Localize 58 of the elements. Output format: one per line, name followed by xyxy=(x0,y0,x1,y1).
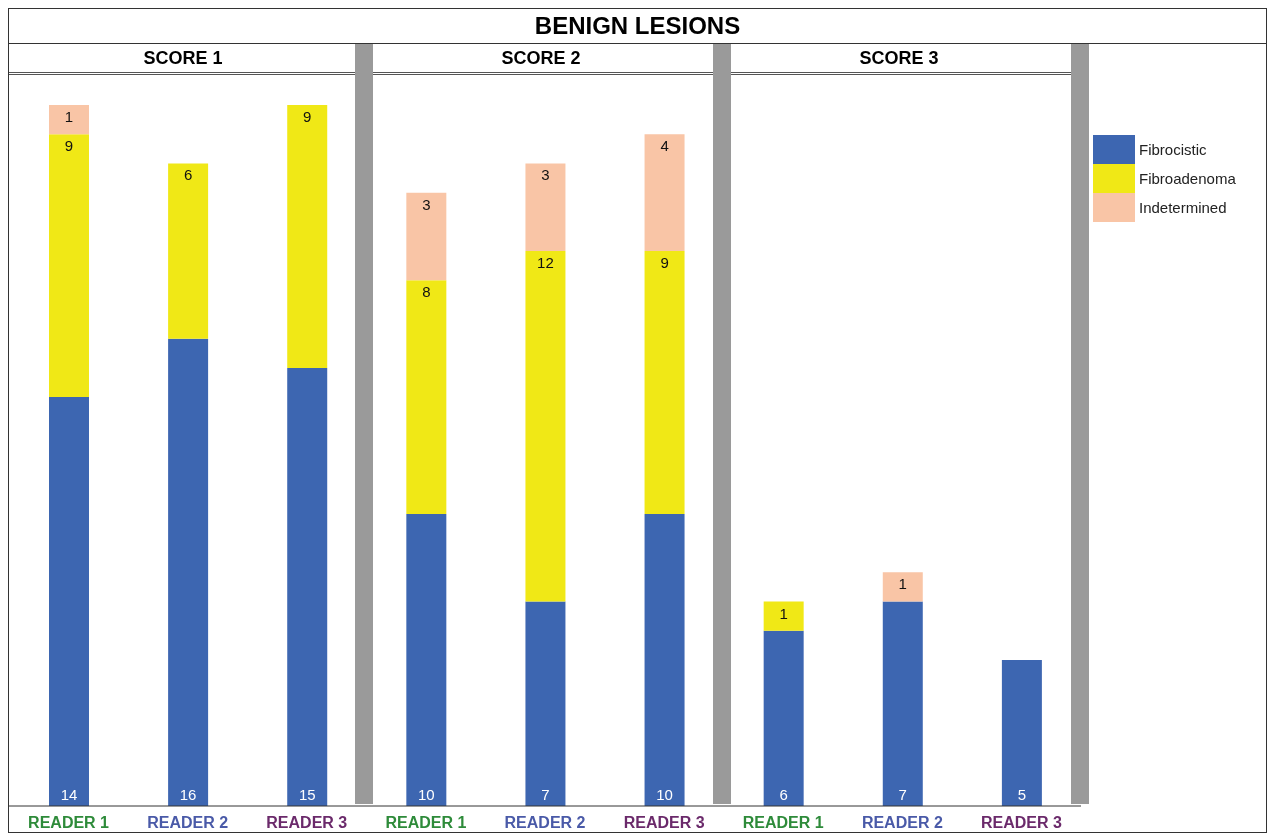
data-label: 8 xyxy=(422,283,431,301)
data-label: 1 xyxy=(64,108,74,125)
text: SCORE 2 xyxy=(367,44,715,75)
legend-label: Indetermined xyxy=(1139,199,1227,216)
bar xyxy=(525,601,566,806)
bar xyxy=(644,251,685,514)
data-label: 7 xyxy=(898,786,907,803)
bar xyxy=(525,163,566,252)
data-label: 3 xyxy=(541,166,550,184)
data-label: 1 xyxy=(779,604,788,622)
x-tick-label: READER 3 xyxy=(980,814,1062,831)
bar xyxy=(49,134,89,398)
data-label: 9 xyxy=(64,137,74,155)
data-label: 9 xyxy=(660,254,669,272)
text: SCORE 1 xyxy=(9,44,357,75)
data-label: 16 xyxy=(179,786,197,803)
x-tick-label: READER 3 xyxy=(623,814,705,831)
data-label: 10 xyxy=(417,786,435,803)
bar xyxy=(1001,659,1042,806)
bar xyxy=(882,601,923,806)
bar xyxy=(644,134,685,252)
data-label: 4 xyxy=(660,137,669,155)
bar xyxy=(287,105,328,368)
data-label: 7 xyxy=(541,786,550,803)
data-label: 5 xyxy=(1017,786,1027,803)
x-tick-label: READER 2 xyxy=(504,814,586,831)
x-tick-label: READER 1 xyxy=(28,814,110,831)
text: SCORE 3 xyxy=(725,44,1073,75)
bar xyxy=(406,280,447,514)
data-label: 6 xyxy=(183,166,193,184)
bar xyxy=(644,513,685,806)
data-label: 6 xyxy=(779,786,788,803)
bar xyxy=(168,163,209,339)
bar xyxy=(763,630,804,806)
bar xyxy=(406,192,447,281)
data-label: 15 xyxy=(298,786,316,803)
data-label: 9 xyxy=(303,108,312,125)
x-tick-label: READER 3 xyxy=(266,814,348,831)
data-label: 14 xyxy=(60,786,78,803)
legend-label: Fibroadenoma xyxy=(1139,170,1236,187)
bar xyxy=(168,338,209,806)
chart-title: BENIGN LESIONS xyxy=(9,9,1266,44)
legend-label: Fibrocistic xyxy=(1139,141,1207,158)
bar xyxy=(882,572,923,602)
data-label: 10 xyxy=(656,786,673,803)
bar xyxy=(287,367,328,806)
data-label: 3 xyxy=(422,195,431,213)
bar xyxy=(763,601,804,631)
bar xyxy=(49,397,89,806)
x-tick-label: READER 2 xyxy=(147,814,229,831)
data-label: 12 xyxy=(537,254,554,272)
data-label: 1 xyxy=(898,575,907,593)
x-tick-label: READER 2 xyxy=(861,814,943,831)
x-tick-label: READER 1 xyxy=(742,814,824,831)
bar xyxy=(406,513,447,806)
bar xyxy=(525,251,566,602)
bar xyxy=(49,105,89,135)
x-tick-label: READER 1 xyxy=(385,814,467,831)
